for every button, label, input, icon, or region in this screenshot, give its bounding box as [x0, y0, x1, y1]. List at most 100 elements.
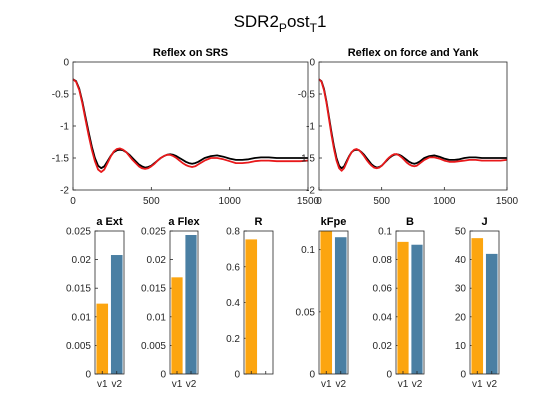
bar-2 — [185, 235, 197, 374]
figure-title-main: SDR2 — [234, 12, 279, 31]
y-tick-label: 0.1 — [301, 245, 315, 256]
chart-panel-5: R 0 0.2 0.4 0.6 0.8 — [226, 216, 274, 381]
y-tick-label: 0 — [234, 370, 240, 381]
y-tick-label: 0.2 — [226, 334, 240, 345]
y-tick-label: 0 — [309, 58, 315, 69]
chart-title: R — [255, 216, 263, 228]
axes-box — [318, 230, 349, 375]
chart-panel-7: B 0 0.02 0.04 0.06 0.08 0.1 v1 v2 — [373, 216, 425, 390]
y-tick-label: 0.01 — [147, 312, 167, 323]
x-tick-label: v2 — [186, 379, 197, 390]
series-line-2 — [72, 78, 309, 174]
y-tick-label: 0.015 — [141, 284, 166, 295]
chart-title: B — [406, 216, 414, 228]
y-tick-label: 40 — [455, 255, 467, 266]
x-tick-label: v1 — [97, 379, 108, 390]
y-tick-label: 0.005 — [66, 341, 91, 352]
figure-title-mid: ost — [287, 12, 310, 31]
axes-box — [169, 230, 199, 375]
x-tick-label: 500 — [143, 196, 160, 207]
y-tick-label: 0.025 — [66, 227, 91, 238]
y-tick-label: 0 — [309, 370, 315, 381]
chart-title: a Flex — [168, 216, 200, 228]
y-tick-label: 0.02 — [373, 341, 393, 352]
y-tick-label: 0.025 — [141, 227, 166, 238]
y-tick-label: 0.01 — [72, 312, 92, 323]
y-tick-label: 0.8 — [226, 227, 240, 238]
y-tick-label: 50 — [455, 227, 467, 238]
x-tick-label: v1 — [472, 379, 483, 390]
y-tick-label: 0.015 — [66, 284, 91, 295]
x-tick-label: v1 — [172, 379, 183, 390]
y-tick-label: -1.5 — [52, 154, 70, 165]
axes-box — [243, 230, 274, 375]
y-tick-label: 10 — [455, 341, 467, 352]
y-tick-label: -0.5 — [298, 90, 316, 101]
figure-title: SDR2PostT1 — [234, 12, 327, 35]
y-tick-label: -1 — [60, 122, 69, 133]
series-line-2 — [318, 78, 508, 172]
y-tick-label: 0 — [63, 58, 69, 69]
chart-panel-3: a Ext 0 0.005 0.01 0.015 0.02 0.025 v1 v2 — [66, 216, 125, 390]
y-tick-label: 0 — [160, 370, 166, 381]
y-tick-label: 0.05 — [296, 307, 316, 318]
y-tick-label: 0.02 — [147, 255, 167, 266]
y-tick-label: -0.5 — [52, 90, 70, 101]
chart-panel-4: a Flex 0 0.005 0.01 0.015 0.02 0.025 v1 v2 — [141, 216, 201, 390]
bar-1 — [245, 239, 258, 374]
x-tick-label: 0 — [70, 196, 76, 207]
chart-panel-8: J 0 10 20 30 40 50 v1 v2 — [455, 216, 500, 390]
figure-title-sub1: P — [279, 21, 287, 35]
axes-box — [469, 230, 500, 375]
y-tick-label: 0.1 — [378, 227, 392, 238]
chart-panel-6: kFpe 0 0.05 0.1 v1 v2 — [296, 216, 349, 390]
y-tick-label: 0.06 — [373, 284, 393, 295]
bar-1 — [320, 231, 333, 374]
x-tick-label: v2 — [111, 379, 122, 390]
bar-2 — [110, 255, 123, 374]
series-line-1 — [72, 78, 308, 170]
y-tick-label: 0.08 — [373, 255, 393, 266]
x-tick-label: 1000 — [219, 196, 242, 207]
x-tick-label: 1500 — [496, 196, 519, 207]
x-tick-label: v2 — [335, 379, 346, 390]
axes-box — [72, 61, 309, 191]
y-tick-label: -1.5 — [298, 154, 316, 165]
y-tick-label: -1 — [306, 122, 315, 133]
chart-title: Reflex on force and Yank — [348, 47, 480, 59]
bar-1 — [96, 303, 109, 374]
y-tick-label: 0 — [386, 370, 392, 381]
axes-box — [395, 230, 425, 375]
chart-title: Reflex on SRS — [153, 47, 228, 59]
y-tick-label: 20 — [455, 312, 467, 323]
y-tick-label: 0.04 — [373, 312, 393, 323]
chart-title: kFpe — [321, 216, 347, 228]
figure-title-end: 1 — [317, 12, 326, 31]
bar-1 — [171, 277, 183, 374]
bar-2 — [411, 244, 423, 374]
y-tick-label: 0.6 — [226, 262, 240, 273]
bar-1 — [471, 238, 484, 374]
x-tick-label: 500 — [373, 196, 390, 207]
bar-2 — [485, 253, 498, 374]
axes-box — [94, 230, 125, 375]
series-line-1 — [318, 78, 507, 170]
chart-title: J — [481, 216, 487, 228]
bar-1 — [397, 241, 409, 374]
y-tick-label: 0.4 — [226, 298, 240, 309]
y-tick-label: 0.005 — [141, 341, 166, 352]
y-tick-label: 30 — [455, 284, 467, 295]
y-tick-label: -2 — [60, 186, 69, 197]
bar-2 — [334, 237, 347, 374]
y-tick-label: -2 — [306, 186, 315, 197]
x-tick-label: v1 — [321, 379, 332, 390]
x-tick-label: v2 — [412, 379, 423, 390]
y-tick-label: 0 — [460, 370, 466, 381]
figure-title-sub2: T — [310, 21, 318, 35]
y-tick-label: 0 — [85, 370, 91, 381]
x-tick-label: 1500 — [297, 196, 320, 207]
y-tick-label: 0.02 — [72, 255, 92, 266]
